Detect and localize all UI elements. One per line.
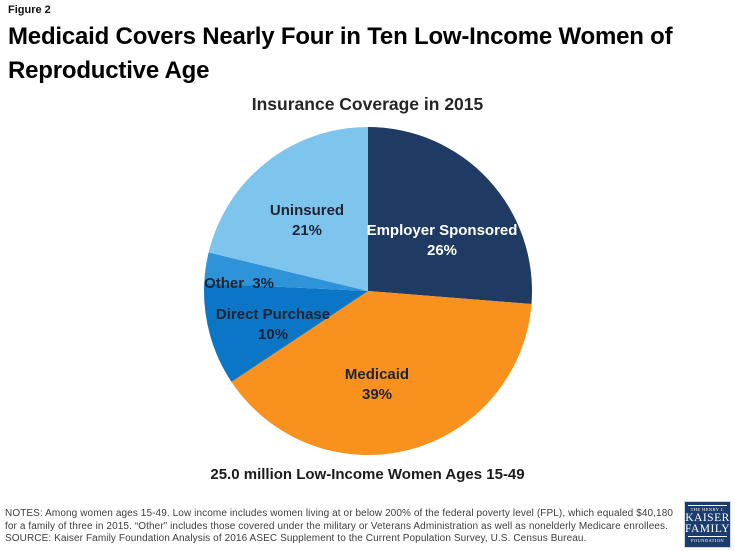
logo-line-top: THE HENRY J. — [688, 505, 727, 513]
slice-label-direct-purchase: Direct Purchase 10% — [216, 305, 330, 345]
slice-label-medicaid: Medicaid 39% — [345, 365, 409, 405]
pie-slice-other — [204, 252, 368, 291]
pie-slice-employer-sponsored — [368, 127, 532, 304]
chart-caption: 25.0 million Low-Income Women Ages 15-49 — [210, 466, 525, 483]
page-title: Medicaid Covers Nearly Four in Ten Low-I… — [8, 23, 673, 84]
logo-kaiser: KAISER — [685, 512, 730, 524]
slice-label-other: Other 3% — [204, 274, 274, 294]
slice-name: Uninsured — [269, 202, 345, 219]
figure-number: Figure 2 — [8, 4, 51, 16]
pie-chart-svg — [204, 127, 532, 455]
footer-notes-source: NOTES: Among women ages 15-49. Low incom… — [5, 508, 679, 546]
pie-slice-uninsured — [208, 127, 368, 291]
slice-value: 21% — [291, 222, 323, 239]
slice-value: 10% — [257, 326, 289, 343]
slice-name: Employer Sponsored — [366, 222, 518, 239]
slice-value: 26% — [426, 242, 458, 259]
pie-chart — [204, 127, 532, 455]
source-text: SOURCE: Kaiser Family Foundation Analysi… — [5, 533, 587, 544]
kaiser-family-foundation-logo: THE HENRY J. KAISER FAMILY FOUNDATION — [684, 501, 731, 548]
slice-name: Direct Purchase — [215, 306, 331, 323]
slice-name: Medicaid — [344, 366, 410, 383]
slice-name: Other — [204, 275, 245, 292]
logo-family: FAMILY — [684, 523, 731, 535]
logo-line-bottom: FOUNDATION — [688, 536, 727, 544]
pie-slice-direct-purchase — [204, 283, 368, 382]
slice-label-employer-sponsored: Employer Sponsored 26% — [367, 221, 518, 261]
slice-value: 39% — [361, 386, 393, 403]
chart-title: Insurance Coverage in 2015 — [251, 94, 484, 114]
slice-value: 3% — [252, 275, 274, 292]
pie-slice-medicaid — [231, 291, 532, 455]
slice-label-uninsured: Uninsured 21% — [270, 201, 344, 241]
notes-text: NOTES: Among women ages 15-49. Low incom… — [5, 508, 674, 532]
